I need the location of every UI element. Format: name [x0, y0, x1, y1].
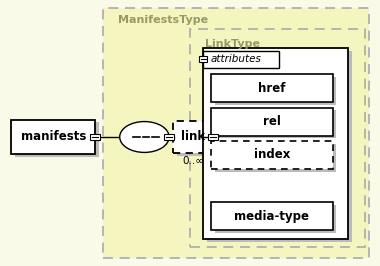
Bar	[211, 108, 332, 136]
Bar	[207, 51, 352, 242]
Bar	[11, 120, 95, 154]
Bar	[211, 74, 332, 102]
Text: rel: rel	[263, 115, 281, 128]
Bar	[103, 8, 369, 258]
Bar	[177, 124, 217, 156]
Bar	[215, 77, 336, 105]
Text: link: link	[181, 131, 205, 143]
Ellipse shape	[120, 122, 169, 152]
Text: LinkType: LinkType	[205, 39, 260, 49]
Text: manifests: manifests	[21, 131, 86, 143]
Text: 0..∞: 0..∞	[182, 156, 204, 166]
Bar	[208, 134, 218, 140]
Bar	[199, 56, 207, 62]
Bar	[173, 121, 213, 153]
Text: attributes: attributes	[211, 54, 261, 64]
Bar	[211, 141, 332, 169]
Bar	[15, 122, 99, 157]
Text: index: index	[253, 148, 290, 161]
Bar	[215, 110, 336, 138]
Bar	[203, 48, 348, 239]
Bar	[215, 205, 336, 233]
Bar	[90, 134, 100, 140]
Bar	[215, 144, 336, 172]
Text: media-type: media-type	[234, 210, 309, 223]
Bar	[164, 134, 174, 140]
Bar	[190, 29, 365, 247]
Text: href: href	[258, 82, 285, 95]
Text: ManifestsType: ManifestsType	[118, 15, 208, 25]
Bar	[211, 202, 332, 230]
Bar	[203, 51, 279, 68]
